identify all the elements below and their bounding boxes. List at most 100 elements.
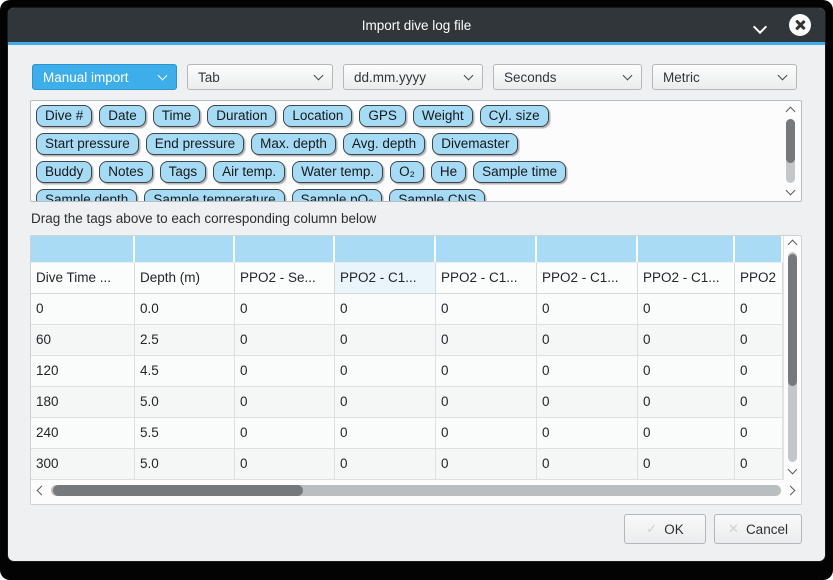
table-cell[interactable]: 5.0 xyxy=(135,449,235,479)
dropdown-seconds[interactable]: Seconds xyxy=(493,64,642,90)
table-cell[interactable]: 0 xyxy=(31,294,135,324)
table-cell[interactable]: 0 xyxy=(537,356,638,386)
table-cell[interactable]: 0.0 xyxy=(135,294,235,324)
tag-notes[interactable]: Notes xyxy=(99,161,153,183)
tag-cyl-size[interactable]: Cyl. size xyxy=(479,105,549,127)
scrollbar-thumb[interactable] xyxy=(788,254,797,386)
tag-weight[interactable]: Weight xyxy=(412,105,473,127)
scroll-right-icon[interactable] xyxy=(785,485,796,496)
table-cell[interactable]: 0 xyxy=(436,449,537,479)
dropdown-metric[interactable]: Metric xyxy=(652,64,797,90)
table-cell[interactable]: 180 xyxy=(31,387,135,417)
table-cell[interactable]: 0 xyxy=(537,418,638,448)
scroll-down-icon[interactable] xyxy=(785,185,795,196)
table-cell[interactable]: 60 xyxy=(31,325,135,355)
scrollbar-track[interactable] xyxy=(51,485,781,496)
table-cell[interactable]: 0 xyxy=(735,356,783,386)
close-button[interactable] xyxy=(789,14,811,36)
tag-panel-scrollbar[interactable] xyxy=(784,105,797,197)
table-cell[interactable]: 0 xyxy=(335,356,436,386)
table-cell[interactable]: 0 xyxy=(537,325,638,355)
table-cell[interactable]: 2.5 xyxy=(135,325,235,355)
column-header[interactable]: PPO2 - C1... xyxy=(436,263,537,293)
table-cell[interactable]: 240 xyxy=(31,418,135,448)
tag-divemaster[interactable]: Divemaster xyxy=(432,133,519,155)
table-cell[interactable]: 0 xyxy=(735,387,783,417)
table-cell[interactable]: 0 xyxy=(638,294,735,324)
drop-target-cell[interactable] xyxy=(537,236,638,262)
table-cell[interactable]: 0 xyxy=(235,294,335,324)
table-cell[interactable]: 0 xyxy=(735,325,783,355)
table-cell[interactable]: 0 xyxy=(735,418,783,448)
tag-dive[interactable]: Dive # xyxy=(36,105,93,127)
tag-sample-depth[interactable]: Sample depth xyxy=(36,189,138,201)
tag-tags[interactable]: Tags xyxy=(159,161,207,183)
tag-sample-temperature[interactable]: Sample temperature xyxy=(144,189,285,201)
table-cell[interactable]: 120 xyxy=(31,356,135,386)
table-cell[interactable]: 0 xyxy=(537,449,638,479)
dropdown-tab[interactable]: Tab xyxy=(187,64,333,90)
table-vertical-scrollbar[interactable] xyxy=(786,238,799,476)
tag-air-temp[interactable]: Air temp. xyxy=(213,161,286,183)
tag-location[interactable]: Location xyxy=(283,105,353,127)
table-cell[interactable]: 0 xyxy=(436,356,537,386)
tag-sample-time[interactable]: Sample time xyxy=(473,161,567,183)
column-header[interactable]: PPO2 - Se... xyxy=(235,263,335,293)
tag-buddy[interactable]: Buddy xyxy=(36,161,93,183)
scroll-up-icon[interactable] xyxy=(785,106,795,117)
column-header[interactable]: PPO2 - C1... xyxy=(537,263,638,293)
table-horizontal-scrollbar[interactable] xyxy=(35,481,797,501)
column-header[interactable]: Dive Time ... xyxy=(31,263,135,293)
table-cell[interactable]: 0 xyxy=(235,418,335,448)
table-cell[interactable]: 0 xyxy=(436,387,537,417)
table-cell[interactable]: 0 xyxy=(436,418,537,448)
tag-duration[interactable]: Duration xyxy=(207,105,277,127)
dropdown-dd-mm-yyyy[interactable]: dd.mm.yyyy xyxy=(343,64,483,90)
cancel-button[interactable]: ✕ Cancel xyxy=(714,514,802,544)
drop-target-cell[interactable] xyxy=(235,236,335,262)
table-cell[interactable]: 0 xyxy=(638,387,735,417)
scroll-up-icon[interactable] xyxy=(787,239,797,250)
dropdown-manual-import[interactable]: Manual import xyxy=(32,64,177,90)
column-header[interactable]: Depth (m) xyxy=(135,263,235,293)
tag-he[interactable]: He xyxy=(430,161,467,183)
scroll-down-icon[interactable] xyxy=(787,464,797,475)
scrollbar-thumb[interactable] xyxy=(53,485,303,496)
table-cell[interactable]: 5.5 xyxy=(135,418,235,448)
tag-date[interactable]: Date xyxy=(99,105,146,127)
table-cell[interactable]: 0 xyxy=(436,325,537,355)
column-header[interactable]: PPO2 xyxy=(735,263,783,293)
drop-target-cell[interactable] xyxy=(735,236,783,262)
table-cell[interactable]: 0 xyxy=(638,418,735,448)
tag-gps[interactable]: GPS xyxy=(359,105,406,127)
table-cell[interactable]: 0 xyxy=(335,325,436,355)
table-cell[interactable]: 0 xyxy=(537,387,638,417)
tag-o[interactable]: O₂ xyxy=(390,161,424,183)
drop-target-cell[interactable] xyxy=(638,236,735,262)
tag-start-pressure[interactable]: Start pressure xyxy=(36,133,139,155)
table-cell[interactable]: 0 xyxy=(638,449,735,479)
table-cell[interactable]: 0 xyxy=(335,294,436,324)
table-cell[interactable]: 300 xyxy=(31,449,135,479)
table-cell[interactable]: 0 xyxy=(235,387,335,417)
drop-target-cell[interactable] xyxy=(135,236,235,262)
tag-water-temp[interactable]: Water temp. xyxy=(292,161,384,183)
column-header[interactable]: PPO2 - C1... xyxy=(335,263,436,293)
table-cell[interactable]: 0 xyxy=(735,294,783,324)
table-cell[interactable]: 0 xyxy=(335,418,436,448)
tag-time[interactable]: Time xyxy=(152,105,201,127)
column-header[interactable]: PPO2 - C1... xyxy=(638,263,735,293)
table-cell[interactable]: 5.0 xyxy=(135,387,235,417)
table-cell[interactable]: 0 xyxy=(537,294,638,324)
table-cell[interactable]: 0 xyxy=(735,449,783,479)
tag-end-pressure[interactable]: End pressure xyxy=(145,133,245,155)
table-cell[interactable]: 0 xyxy=(638,356,735,386)
table-cell[interactable]: 0 xyxy=(436,294,537,324)
tag-max-depth[interactable]: Max. depth xyxy=(251,133,336,155)
table-cell[interactable]: 0 xyxy=(335,387,436,417)
table-cell[interactable]: 0 xyxy=(335,449,436,479)
drop-target-cell[interactable] xyxy=(335,236,436,262)
ok-button[interactable]: ✓ OK xyxy=(624,514,706,544)
table-cell[interactable]: 0 xyxy=(235,325,335,355)
tag-sample-po[interactable]: Sample pO₂ xyxy=(291,189,383,201)
